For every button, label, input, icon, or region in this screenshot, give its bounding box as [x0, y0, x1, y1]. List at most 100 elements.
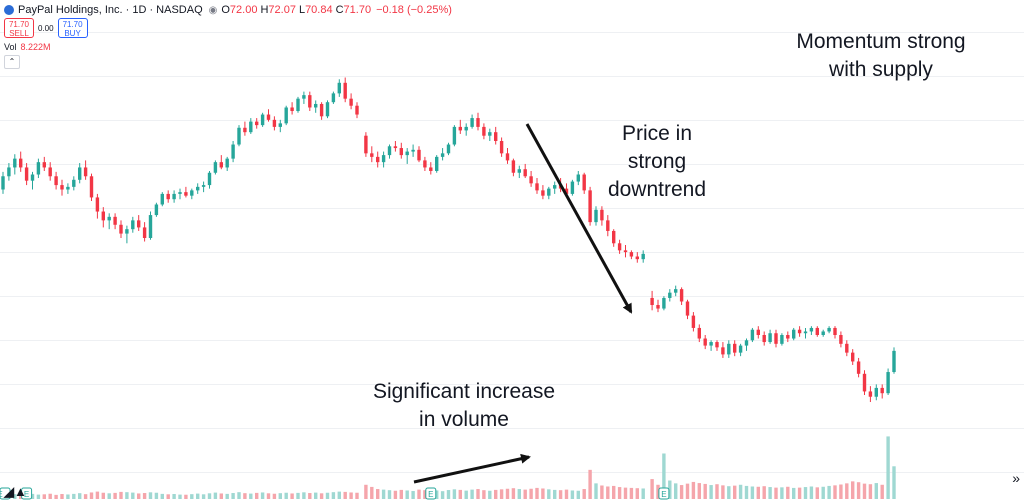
volume-bar	[523, 489, 527, 499]
volume-bar	[296, 492, 300, 499]
candle-body	[862, 373, 867, 392]
volume-bar	[435, 490, 439, 499]
volume-bar	[679, 485, 684, 499]
ohlc-open-key: O	[221, 4, 230, 16]
candle-body	[172, 193, 176, 200]
candle-body	[196, 186, 200, 191]
volume-bar	[60, 494, 64, 499]
earnings-marker-label: E	[661, 490, 666, 499]
volume-bar	[833, 485, 837, 499]
volume-bar	[738, 484, 743, 499]
candle-body	[201, 185, 206, 187]
volume-bar	[786, 486, 790, 499]
ohlc-values: O72.00 H72.07 L70.84 C71.70 −0.18 (−0.25…	[221, 4, 452, 16]
candle-body	[42, 162, 46, 168]
candle-body	[260, 114, 265, 126]
candle-body	[184, 192, 188, 196]
candle-body	[786, 335, 790, 339]
volume-bar	[582, 489, 586, 499]
candle-body	[679, 289, 684, 302]
candle-body	[190, 190, 194, 196]
volume-bar	[809, 486, 814, 499]
volume-bar	[685, 483, 690, 499]
candle-body	[668, 292, 672, 298]
candle-body	[612, 230, 616, 244]
volume-bar	[750, 486, 755, 499]
volume-bar	[635, 488, 639, 499]
volume-bar	[505, 488, 510, 499]
candle-body	[343, 82, 347, 99]
candle-body	[423, 160, 427, 168]
candle-body	[24, 167, 29, 181]
volume-bar	[393, 490, 398, 499]
candle-body	[458, 126, 462, 131]
volume-bar	[113, 492, 117, 499]
candle-body	[600, 209, 604, 221]
grid-line	[0, 208, 1024, 209]
volume-bar	[821, 486, 825, 499]
volume-bar	[641, 488, 645, 499]
candle-body	[376, 156, 380, 163]
candle-body	[499, 141, 504, 154]
volume-legend: Vol 8.222M	[4, 42, 51, 52]
candle-body	[733, 343, 737, 353]
volume-bar	[629, 487, 634, 499]
volume-bar	[89, 492, 94, 499]
volume-bar	[733, 485, 737, 499]
candle-body	[827, 327, 831, 332]
candle-body	[54, 176, 58, 186]
scroll-to-realtime-button[interactable]: »	[1012, 470, 1020, 486]
candle-body	[30, 174, 35, 181]
volume-bar	[119, 491, 123, 499]
volume-bar	[284, 492, 288, 499]
candle-body	[715, 342, 719, 348]
annotation-momentum: Momentum strong with supply	[774, 28, 988, 84]
candle-body	[107, 216, 111, 221]
candle-body	[535, 183, 539, 191]
volume-bar	[623, 487, 628, 499]
earnings-marker-label: E	[24, 490, 29, 499]
volume-bar	[148, 492, 153, 499]
candle-body	[703, 338, 707, 346]
candle-body	[213, 162, 218, 173]
volume-bar	[349, 492, 353, 499]
candle-body	[494, 132, 498, 141]
candle-body	[880, 387, 884, 394]
volume-bar	[594, 483, 598, 499]
sell-button[interactable]: 71.70 SELL	[4, 18, 34, 38]
grid-line	[0, 340, 1024, 341]
candle-body	[582, 174, 586, 191]
ohlc-close-key: C	[335, 4, 344, 16]
volume-bar	[762, 486, 766, 499]
volume-bar	[499, 489, 504, 499]
candle-body	[131, 220, 135, 230]
candle-body	[154, 204, 159, 216]
candle-body	[697, 327, 701, 339]
candle-body	[452, 126, 457, 145]
candle-body	[249, 121, 253, 133]
volume-bar	[517, 489, 521, 499]
candle-body	[296, 98, 300, 112]
candle-body	[833, 327, 837, 335]
candle-body	[768, 333, 772, 343]
eye-icon[interactable]: ◉	[208, 4, 218, 16]
tradingview-logo: ◢▲	[4, 484, 27, 499]
volume-bar	[72, 493, 76, 499]
volume-bar	[405, 490, 409, 499]
candle-body	[243, 127, 247, 133]
volume-bar	[19, 494, 23, 499]
candle-body	[851, 352, 855, 362]
buy-button[interactable]: 71.70 BUY	[57, 18, 88, 38]
collapse-legend-button[interactable]: ⌃	[4, 55, 20, 69]
candle-body	[505, 153, 510, 161]
candle-body	[36, 162, 41, 175]
volume-bar	[892, 466, 896, 499]
volume-bar	[196, 493, 200, 499]
volume-bar	[331, 492, 336, 499]
candle-body	[564, 188, 569, 194]
candle-body	[674, 289, 678, 293]
volume-bar	[178, 494, 182, 499]
volume-bar	[815, 487, 819, 499]
annotation-downtrend: Price in strong downtrend	[592, 120, 722, 204]
